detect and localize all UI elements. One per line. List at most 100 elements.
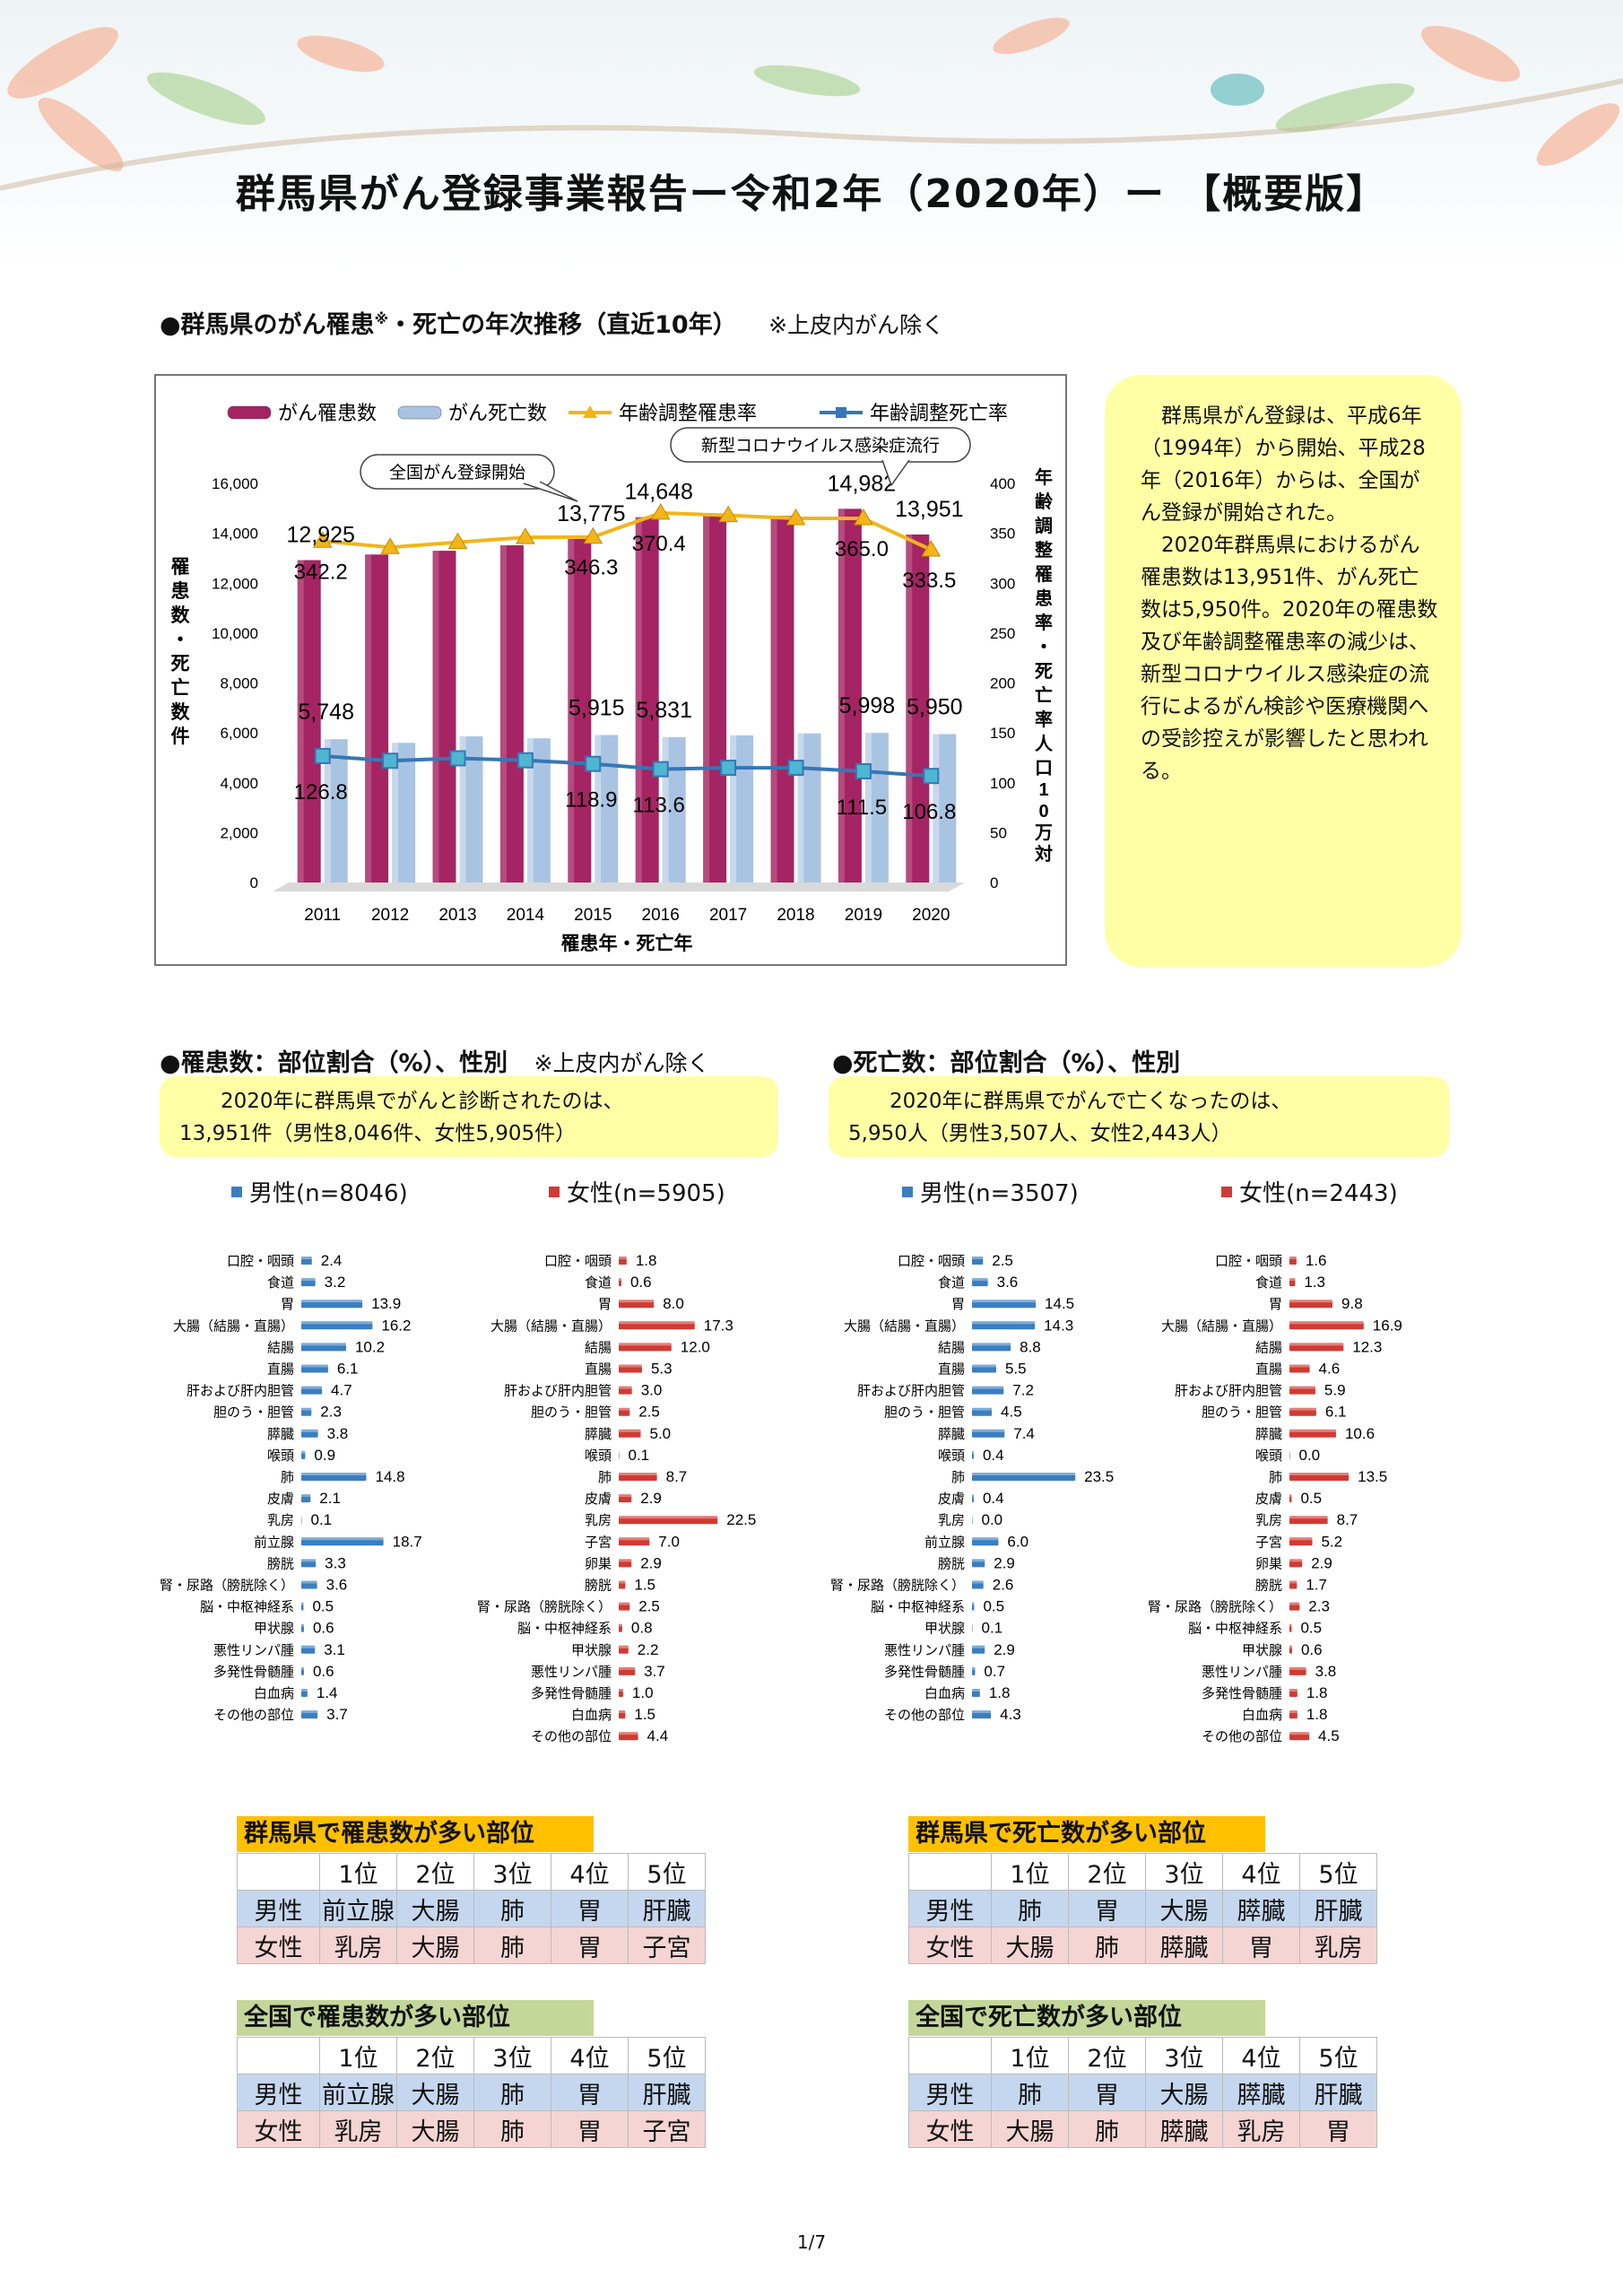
site-bar-shine (1289, 1407, 1316, 1411)
site-bar (619, 1386, 632, 1395)
site-value: 12.0 (681, 1338, 710, 1355)
rank-header: 3位 (1145, 1853, 1223, 1891)
rank-header: 2位 (1068, 1853, 1146, 1891)
site-bar-shine (301, 1386, 323, 1389)
site-label: 前立腺 (254, 1535, 294, 1550)
incidence-label: 13,775 (557, 501, 625, 526)
site-bar (1289, 1732, 1310, 1741)
rank-table-pref-death: 1位 2位 3位 4位 5位 男性肺胃大腸 膵臓 肝臓 女性 大腸肺膵臓胃乳房 (908, 1853, 1377, 1964)
site-bar (301, 1364, 328, 1373)
incidence-label: 14,648 (624, 480, 692, 505)
site-value: 8.7 (1337, 1511, 1358, 1528)
death-rate-marker (449, 750, 466, 767)
site-value: 0.5 (1300, 1490, 1322, 1507)
row-label-male: 男性 (908, 1890, 992, 1927)
site-bar (619, 1732, 638, 1741)
site-value: 0.9 (314, 1447, 335, 1464)
site-bar (619, 1321, 695, 1330)
trend-heading-text-2: ・死亡の年次推移（直近10年） (388, 311, 737, 339)
incidence-rate-marker (785, 508, 806, 526)
incidence-bar-shine (906, 534, 913, 883)
site-bar (619, 1450, 620, 1459)
site-bar-shine (619, 1623, 622, 1627)
site-value: 2.9 (994, 1641, 1015, 1658)
rank-header: 4位 (551, 1853, 629, 1891)
x-tick-label: 2017 (709, 906, 747, 925)
site-bar-shine (1289, 1321, 1364, 1325)
site-label: 直腸 (585, 1362, 612, 1378)
y-tick-right: 100 (990, 775, 1015, 792)
incidence-rate-marker (447, 532, 468, 550)
rank-header: 2位 (396, 2037, 474, 2074)
annotation-bubble (670, 427, 971, 463)
incidence-bar-shine (770, 516, 777, 883)
site-label: 食道 (585, 1275, 612, 1291)
site-label: 子宮 (1255, 1535, 1282, 1550)
site-bar-shine (972, 1666, 976, 1670)
site-value: 0.0 (982, 1511, 1003, 1528)
site-bar (972, 1364, 996, 1373)
site-bar-shine (301, 1494, 311, 1498)
death-rate-label: 111.5 (837, 796, 888, 820)
y-tick-left: 16,000 (212, 475, 258, 492)
incidence-bar (838, 509, 862, 883)
site-label: 胆のう・胆管 (531, 1405, 612, 1421)
bird-icon (1211, 74, 1264, 106)
rank-cell: 前立腺 (319, 1890, 397, 1927)
death-rate-marker (923, 768, 940, 785)
incidence-heading-text: ●罹患数：部位割合（%）、性別 (160, 1049, 508, 1077)
site-bar (972, 1300, 1037, 1309)
site-bar (972, 1257, 984, 1265)
incidence-heading: ●罹患数：部位割合（%）、性別 ※上皮内がん除く (160, 1043, 709, 1078)
site-bar (1289, 1343, 1344, 1352)
site-value: 4.4 (647, 1727, 669, 1744)
site-bar (301, 1450, 306, 1459)
site-label: 腎・尿路（膀胱除く） (830, 1578, 965, 1594)
site-value: 2.5 (638, 1598, 660, 1615)
incidence-bar-shine (568, 538, 575, 883)
site-bar-shine (972, 1450, 974, 1454)
site-bar (1289, 1257, 1297, 1265)
header-blank (908, 1853, 992, 1891)
site-label: 前立腺 (924, 1535, 965, 1550)
legend-swatch (231, 1187, 242, 1197)
site-value: 1.5 (634, 1706, 655, 1723)
site-label: 食道 (938, 1275, 965, 1291)
rank-cell: 胃 (1068, 2074, 1146, 2111)
site-label: 肺 (1269, 1470, 1282, 1485)
annotation-bubble (360, 454, 555, 490)
site-bar (1289, 1278, 1296, 1287)
death-bar-shine (730, 735, 737, 883)
rank-title-pref-incidence: 群馬県で罹患数が多い部位 (237, 1816, 594, 1852)
site-label: 脳・中枢神経系 (200, 1600, 294, 1615)
rank-title-nat-incidence: 全国で罹患数が多い部位 (237, 2000, 594, 2036)
rank-cell: 子宮 (628, 1926, 706, 1964)
site-label: 脳・中枢神経系 (1188, 1622, 1282, 1637)
site-bar (972, 1516, 973, 1525)
site-bar (301, 1645, 316, 1654)
site-bar-shine (972, 1257, 984, 1259)
rank-header: 4位 (1222, 1853, 1300, 1891)
site-label: 膵臓 (267, 1427, 294, 1442)
death-bar-shine (933, 734, 940, 883)
site-value: 1.4 (317, 1684, 338, 1701)
site-label: 肺 (281, 1470, 294, 1485)
site-bar (972, 1494, 974, 1503)
legend-death-male: 男性(n=3507) (902, 1175, 1079, 1208)
site-value: 0.7 (984, 1663, 1005, 1680)
site-bar (1289, 1321, 1364, 1330)
site-bar (619, 1710, 626, 1719)
site-bar-shine (301, 1710, 318, 1714)
site-bar (619, 1516, 718, 1525)
death-rate-label: 118.9 (565, 788, 617, 813)
incidence-label: 13,951 (895, 497, 963, 522)
site-bar (301, 1623, 304, 1632)
death-rate-line (322, 753, 932, 778)
site-bar (972, 1559, 985, 1568)
site-value: 2.9 (1311, 1554, 1332, 1571)
site-bar-shine (301, 1580, 317, 1584)
annotation-pointer (523, 481, 578, 502)
site-bar (972, 1666, 976, 1675)
site-label: 多発性骨髄腫 (531, 1686, 612, 1701)
legend-incidence-male: 男性(n=8046) (231, 1175, 408, 1208)
